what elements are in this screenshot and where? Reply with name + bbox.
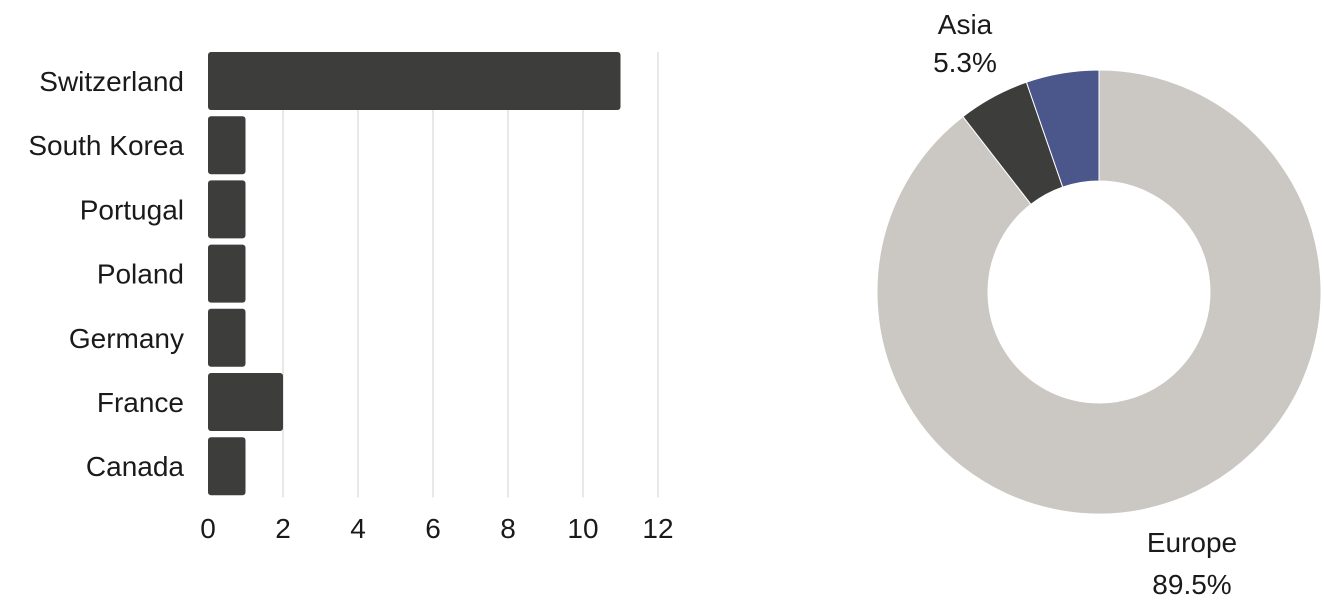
country-bar-chart: Switzerland South Korea Portugal Poland Germ… — [28, 52, 674, 544]
category-label-poland: Poland — [97, 259, 184, 290]
category-label-canada: Canada — [86, 451, 185, 482]
x-tick-label-10: 10 — [567, 513, 598, 544]
bar-france — [208, 373, 283, 431]
bar-south-korea — [208, 116, 246, 175]
bar-canada — [208, 437, 246, 496]
donut-slice-asia — [1025, 69, 1100, 188]
bar-gridlines — [282, 52, 659, 498]
category-labels: Switzerland South Korea Portugal Poland Germ… — [28, 66, 184, 482]
bar-switzerland — [208, 52, 621, 110]
x-tick-label-0: 0 — [200, 513, 216, 544]
x-tick-label-12: 12 — [642, 513, 673, 544]
donut-slice-europe — [876, 69, 1322, 515]
bar-germany — [208, 308, 246, 367]
x-tick-label-6: 6 — [425, 513, 441, 544]
category-label-switzerland: Switzerland — [39, 66, 184, 97]
slice-name-label-europe: Europe — [1147, 527, 1237, 558]
category-label-germany: Germany — [69, 323, 184, 354]
x-tick-label-2: 2 — [275, 513, 291, 544]
bar-portugal — [208, 180, 246, 239]
bar-series — [208, 52, 621, 496]
donut-slices — [876, 69, 1322, 515]
slice-percent-label-asia: 5.3% — [933, 47, 997, 78]
x-tick-label-4: 4 — [350, 513, 366, 544]
category-label-south-korea: South Korea — [28, 130, 184, 161]
slice-percent-label-europe: 89.5% — [1152, 569, 1231, 600]
slice-name-label-asia: Asia — [938, 9, 993, 40]
donut-labels: Europe 89.5% Asia 5.3% — [933, 9, 1237, 600]
category-label-france: France — [97, 387, 184, 418]
x-tick-label-8: 8 — [500, 513, 516, 544]
region-donut-chart: Europe 89.5% Asia 5.3% — [876, 9, 1322, 600]
category-label-portugal: Portugal — [80, 194, 184, 225]
x-axis-ticks: 0 2 4 6 8 10 12 — [200, 513, 673, 544]
bar-poland — [208, 244, 246, 303]
